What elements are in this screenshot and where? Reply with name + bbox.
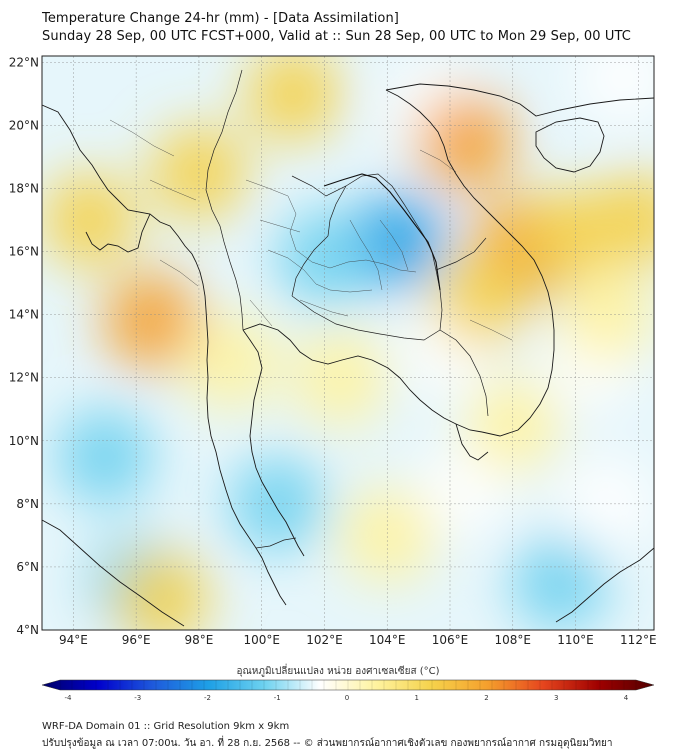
latitude-label: 16°N xyxy=(9,245,39,259)
colorbar-tick-label: 4 xyxy=(624,694,629,702)
longitude-label: 108°E xyxy=(495,633,532,647)
field-anomaly xyxy=(292,329,389,426)
colorbar-tick-label: 1 xyxy=(415,694,419,702)
longitude-labels: 94°E 96°E 98°E 100°E 102°E 104°E 106°E 108°E 110… xyxy=(59,633,657,647)
latitude-label: 4°N xyxy=(16,623,39,637)
colorbar-tick-label: 0 xyxy=(345,694,349,702)
latitude-label: 14°N xyxy=(9,308,39,322)
longitude-label: 104°E xyxy=(369,633,406,647)
thailand-northeast-border xyxy=(323,173,441,291)
field-anomaly xyxy=(339,487,436,584)
map-title: Temperature Change 24-hr (mm) - [Data As… xyxy=(42,11,399,26)
colorbar-tick-label: 3 xyxy=(554,694,558,702)
longitude-label: 96°E xyxy=(122,633,151,647)
colorbar-tick-label: -2 xyxy=(204,694,211,702)
field-anomaly xyxy=(433,250,530,347)
field-anomaly xyxy=(56,408,153,505)
latitude-label: 6°N xyxy=(16,560,39,574)
map-subtitle: Sunday 28 Sep, 00 UTC FCST+000, Valid at… xyxy=(42,29,631,44)
longitude-label: 98°E xyxy=(184,633,213,647)
latitude-label: 22°N xyxy=(9,55,39,69)
colorbar-tick-label: -3 xyxy=(134,694,141,702)
map-frame xyxy=(41,55,655,631)
longitude-label: 112°E xyxy=(620,633,657,647)
coastlines xyxy=(42,83,654,627)
latitude-label: 8°N xyxy=(16,497,39,511)
colorbar-title: อุณหภูมิเปลี่ยนแปลง หน่วย องศาเซลเซียส (… xyxy=(236,666,440,677)
footer-credit: ปรับปรุงข้อมูล ณ เวลา 07:00น. วัน อา. ที… xyxy=(42,738,613,749)
field-anomaly xyxy=(417,93,514,190)
longitude-label: 100°E xyxy=(243,633,280,647)
field-anomaly xyxy=(229,455,326,552)
latitude-label: 20°N xyxy=(9,118,39,132)
footer-domain-info: WRF-DA Domain 01 :: Grid Resolution 9km … xyxy=(42,721,290,732)
colorbar-tick-label: -4 xyxy=(65,694,73,702)
field-anomaly xyxy=(42,172,138,268)
field-anomaly xyxy=(113,550,210,630)
field-anomaly xyxy=(245,56,342,142)
latitude-label: 10°N xyxy=(9,434,39,448)
latitude-label: 12°N xyxy=(9,371,39,385)
province-borders xyxy=(109,119,513,341)
latitude-label: 18°N xyxy=(9,181,39,195)
field-anomaly xyxy=(574,56,654,127)
colorbar: -4 -3 -2 -1 0 1 2 3 4 xyxy=(41,679,655,702)
colorbar-tick-label: 2 xyxy=(484,694,488,702)
longitude-label: 102°E xyxy=(306,633,343,647)
graticule xyxy=(42,56,654,630)
longitude-label: 94°E xyxy=(59,633,88,647)
colorbar-tick-label: -1 xyxy=(274,694,281,702)
latitude-labels: 22°N 20°N 18°N 16°N 14°N 12°N 10°N 8°N 6°N 4°N xyxy=(9,55,39,637)
field-anomaly xyxy=(348,194,445,291)
temperature-field xyxy=(42,56,654,630)
colorbar-ticks: -4 -3 -2 -1 0 1 2 3 4 xyxy=(59,680,637,702)
field-anomaly xyxy=(590,172,654,268)
field-anomaly xyxy=(182,313,279,410)
field-anomaly xyxy=(103,272,200,369)
field-anomaly xyxy=(511,534,608,630)
longitude-label: 110°E xyxy=(557,633,594,647)
longitude-label: 106°E xyxy=(432,633,469,647)
